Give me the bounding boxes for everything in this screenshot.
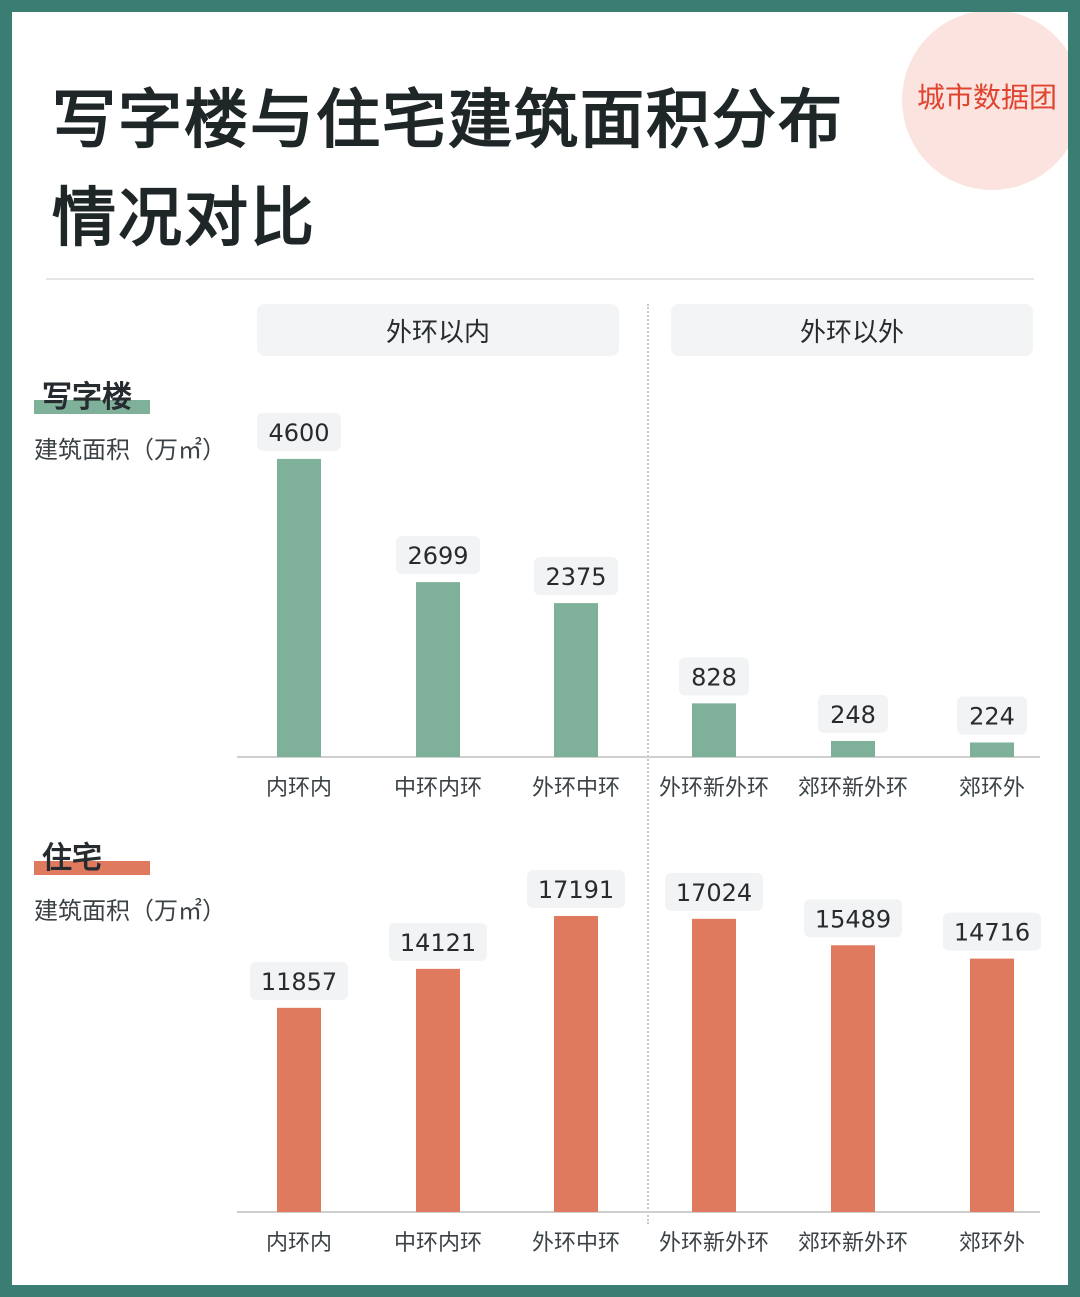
residential-bar-3 (554, 915, 598, 1212)
residential-category-label-3: 外环中环 (532, 1231, 620, 1256)
residential-bar-chart: 11857 内环内 14121 中环内环 17191 外环中环 17024 外环新外环 1548… (237, 869, 1041, 1256)
residential-category-label-1: 内环内 (266, 1231, 332, 1256)
residential-value-bg-2 (389, 922, 487, 961)
residential-value-label-3: 17191 (538, 876, 614, 904)
office-value-label-5: 248 (830, 701, 876, 729)
residential-value-bg-4 (665, 872, 763, 911)
residential-bar-1 (277, 1007, 321, 1212)
residential-value-bg-6 (943, 912, 1041, 951)
office-value-label-1: 4600 (268, 419, 329, 447)
office-value-bg-1 (257, 412, 341, 451)
residential-bar-2 (416, 968, 460, 1212)
office-value-bg-5 (818, 694, 888, 733)
residential-value-label-6: 14716 (954, 919, 1030, 947)
title-line-1: 写字楼与住宅建筑面积分布 (52, 84, 844, 158)
residential-unit-label: 建筑面积（万㎡） (34, 897, 226, 925)
office-bar-1 (277, 458, 321, 757)
title-line-2: 情况对比 (52, 182, 316, 256)
residential-value-label-2: 14121 (400, 929, 476, 957)
office-bar-chart: 4600 内环内 2699 中环内环 2375 外环中环 828 外环新外环 248 郊环新外环 2… (237, 412, 1040, 801)
brand-watermark-icon (902, 12, 1068, 190)
office-bar-6 (970, 742, 1014, 757)
office-value-bg-2 (396, 536, 480, 575)
infographic-card: 城市数据团 写字楼与住宅建筑面积分布 情况对比 外环以内 外环以外 写字楼 建筑… (12, 12, 1068, 1285)
office-bar-5 (831, 740, 875, 757)
residential-category-label-5: 郊环新外环 (798, 1231, 908, 1256)
residential-value-label-4: 17024 (676, 879, 752, 907)
office-value-label-6: 224 (969, 702, 1015, 730)
title-divider (46, 278, 1034, 280)
office-value-bg-4 (679, 657, 749, 696)
office-title-underline (34, 400, 150, 414)
office-bar-2 (416, 582, 460, 757)
office-value-bg-6 (957, 696, 1027, 735)
residential-section-title: 住宅 (42, 841, 102, 876)
residential-category-label-2: 中环内环 (394, 1231, 482, 1256)
page-title: 写字楼与住宅建筑面积分布 情况对比 (52, 72, 844, 268)
office-value-label-2: 2699 (407, 542, 468, 570)
office-unit-label: 建筑面积（万㎡） (34, 436, 226, 464)
office-section-title: 写字楼 (42, 380, 132, 415)
zone-header-inner: 外环以内 (257, 304, 619, 356)
residential-value-label-5: 15489 (815, 905, 891, 933)
residential-value-bg-1 (250, 961, 348, 1000)
residential-bar-5 (831, 945, 875, 1212)
residential-value-bg-3 (527, 869, 625, 908)
residential-category-label-4: 外环新外环 (659, 1231, 769, 1256)
office-value-bg-3 (534, 557, 618, 596)
office-category-label-2: 中环内环 (394, 776, 482, 801)
brand-label: 城市数据团 (917, 81, 1058, 114)
office-bar-4 (692, 703, 736, 757)
office-category-label-4: 外环新外环 (659, 776, 769, 801)
residential-value-bg-5 (804, 899, 902, 938)
residential-category-label-6: 郊环外 (959, 1231, 1025, 1256)
office-category-label-5: 郊环新外环 (798, 776, 908, 801)
zone-separator (647, 304, 649, 1224)
residential-bar-4 (692, 918, 736, 1212)
office-value-label-4: 828 (691, 663, 737, 691)
office-category-label-6: 郊环外 (959, 776, 1025, 801)
residential-value-label-1: 11857 (261, 968, 337, 996)
office-category-label-3: 外环中环 (532, 776, 620, 801)
office-value-label-3: 2375 (545, 563, 606, 591)
residential-title-underline (34, 861, 150, 875)
zone-header-outer: 外环以外 (671, 304, 1033, 356)
residential-bar-6 (970, 958, 1014, 1212)
office-category-label-1: 内环内 (266, 776, 332, 801)
office-bar-3 (554, 603, 598, 757)
